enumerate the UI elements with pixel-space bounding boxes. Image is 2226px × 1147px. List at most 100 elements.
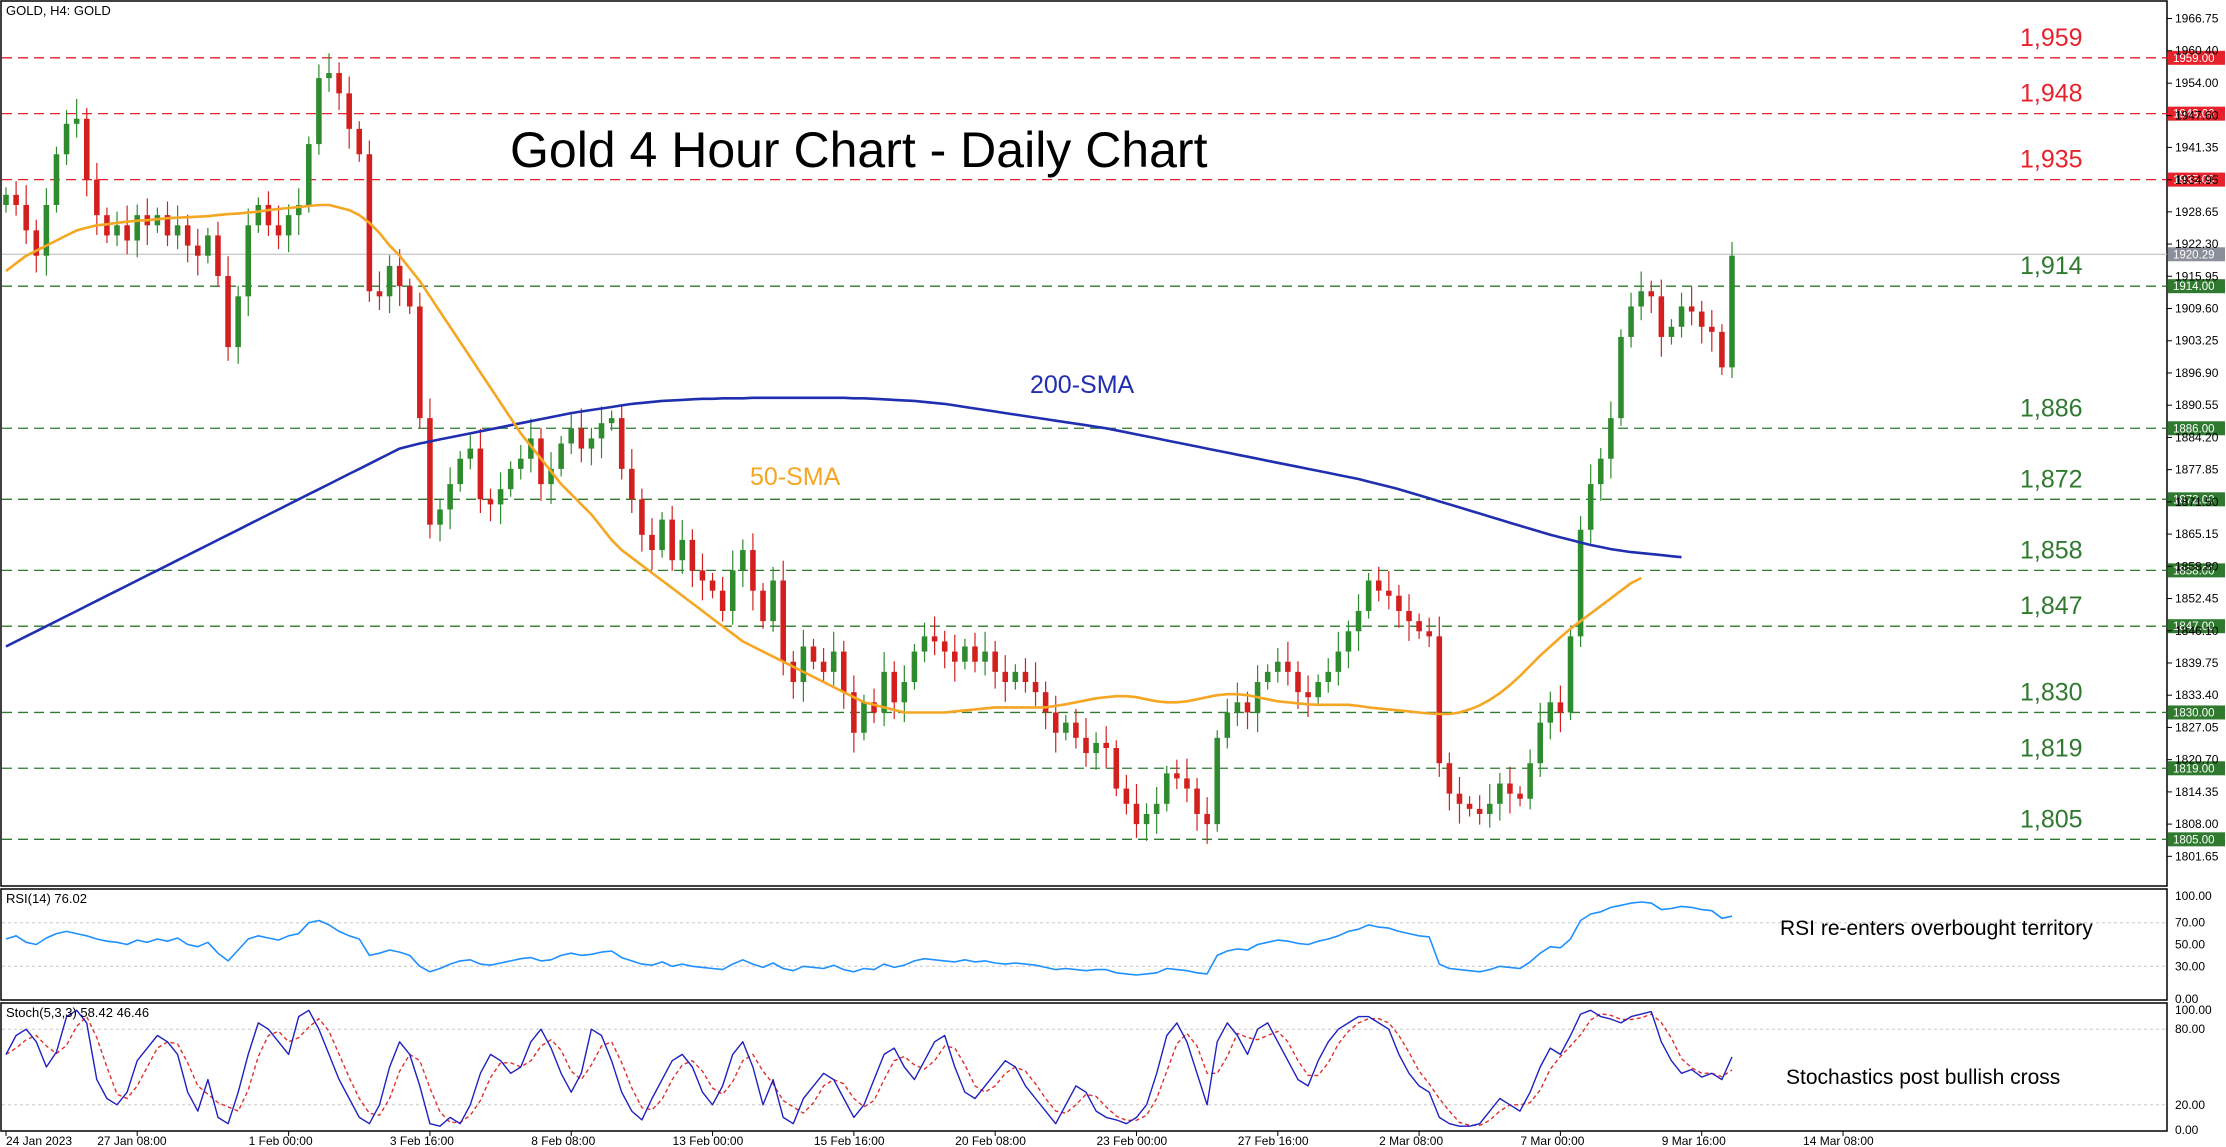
candle-body	[1335, 651, 1342, 672]
price-tick-label: 1877.85	[2175, 463, 2219, 477]
candle-body	[770, 580, 776, 622]
level-label: 1,872	[2020, 465, 2083, 493]
candle-body	[931, 636, 938, 642]
candle-body	[1002, 671, 1009, 683]
candle-body	[740, 550, 746, 571]
candle-body	[1083, 737, 1089, 754]
sma200-line	[5, 396, 1682, 648]
symbol-label: GOLD, H4: GOLD	[6, 3, 111, 18]
candle-body	[1396, 595, 1402, 611]
price-tick-label: 1960.40	[2175, 44, 2219, 58]
candle-body	[94, 179, 100, 216]
candle-body	[376, 291, 383, 297]
candle-body	[1093, 742, 1099, 754]
candle-body	[1547, 702, 1554, 723]
stoch-label: Stoch(5,3,3) 58.42 46.46	[6, 1005, 149, 1020]
candle-body	[1618, 336, 1624, 419]
candle-body	[487, 499, 494, 505]
price-tick-label: 1915.95	[2175, 269, 2219, 283]
price-tick-label: 1801.65	[2175, 849, 2219, 863]
candle-body	[114, 225, 120, 236]
time-tick-label: 9 Mar 16:00	[1662, 1134, 1726, 1147]
candle-body	[497, 489, 504, 505]
candle-body	[346, 93, 352, 129]
sma50-label: 50-SMA	[750, 463, 841, 491]
candle-body	[517, 458, 524, 469]
time-tick-label: 13 Feb 00:00	[673, 1134, 744, 1147]
candle-body	[1567, 636, 1574, 713]
candle-body	[861, 702, 867, 733]
candle-body	[1113, 747, 1120, 789]
candle-body	[649, 534, 655, 551]
candle-body	[23, 204, 29, 231]
candle-body	[921, 636, 928, 652]
price-tick-label: 1884.20	[2175, 430, 2219, 444]
candle-body	[800, 646, 807, 683]
candle-body	[447, 484, 453, 510]
price-tick-label: 1941.35	[2175, 140, 2219, 154]
candle-body	[295, 204, 302, 216]
candle-body	[134, 215, 140, 241]
candle-body	[1678, 306, 1685, 327]
candle-body	[1052, 712, 1059, 733]
price-tick-label: 1833.40	[2175, 688, 2219, 702]
level-tag	[2168, 832, 2225, 847]
level-tag	[2168, 492, 2225, 507]
candle-body	[618, 418, 625, 469]
candle-body	[1446, 763, 1453, 794]
candle-body	[1729, 255, 1735, 368]
candle-body	[962, 646, 968, 662]
candle-body	[1375, 580, 1382, 591]
rsi-label: RSI(14) 76.02	[6, 891, 87, 906]
level-tag	[2168, 705, 2225, 720]
level-tag	[2168, 761, 2225, 776]
candle-body	[538, 438, 544, 485]
candle-body	[1133, 803, 1140, 825]
level-label: 1,948	[2020, 80, 2083, 108]
candle-body	[1537, 722, 1543, 764]
candle-body	[548, 468, 554, 485]
candle-body	[457, 458, 463, 485]
time-tick-label: 8 Feb 08:00	[531, 1134, 595, 1147]
stoch-tick-label: 20.00	[2175, 1098, 2205, 1112]
level-tag	[2168, 50, 2225, 65]
candle-body	[1022, 671, 1029, 683]
candle-body	[1123, 788, 1130, 804]
candle-body	[1517, 793, 1523, 799]
candle-body	[73, 118, 80, 124]
time-axis: 24 Jan 2023 27 Jan 08:00 1 Feb 00:00 3 Feb …	[5, 1131, 1874, 1147]
level-label: 1,847	[2020, 592, 2083, 620]
candle-body	[851, 692, 857, 733]
candle-body	[1244, 702, 1251, 713]
candle-body	[1032, 682, 1039, 693]
candle-body	[467, 448, 474, 459]
level-label: 1,886	[2020, 394, 2083, 422]
candle-body	[760, 590, 766, 622]
candle-body	[669, 519, 675, 561]
level-label: 1,959	[2020, 24, 2083, 52]
price-tick-label: 1966.75	[2175, 11, 2219, 25]
candle-body	[1406, 610, 1412, 622]
time-tick-label: 24 Jan 2023	[6, 1134, 72, 1147]
candle-body	[205, 235, 211, 256]
candle-body	[629, 468, 635, 500]
time-tick-label: 3 Feb 16:00	[390, 1134, 454, 1147]
level-tag-label: 1805.00	[2173, 834, 2215, 846]
candle-body	[285, 215, 292, 236]
candle-body	[1638, 291, 1644, 307]
time-tick-label: 7 Mar 00:00	[1520, 1134, 1584, 1147]
candle-body	[891, 671, 898, 703]
price-tick-label: 1839.75	[2175, 656, 2219, 670]
sma200-label: 200-SMA	[1030, 371, 1135, 399]
candle-body	[1507, 783, 1513, 794]
stoch-tick-label: 100.00	[2175, 1003, 2212, 1017]
rsi-tick-label: 0.00	[2175, 992, 2199, 1006]
level-label: 1,914	[2020, 252, 2083, 280]
candle-body	[972, 646, 978, 662]
price-tick-label: 1954.00	[2175, 76, 2219, 90]
candle-body	[1305, 692, 1311, 698]
candle-body	[1476, 808, 1483, 814]
time-tick-label: 20 Feb 08:00	[955, 1134, 1026, 1147]
candle-body	[709, 580, 716, 591]
